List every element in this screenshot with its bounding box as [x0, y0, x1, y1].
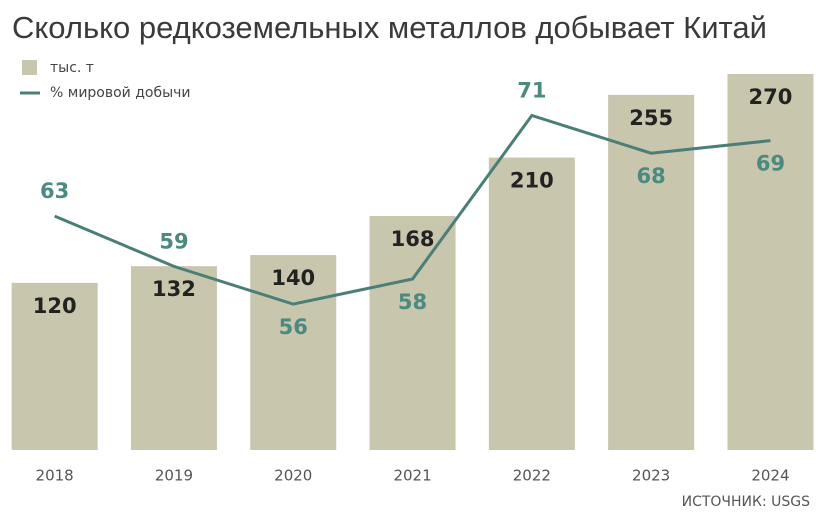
line-value-label: 69: [756, 152, 785, 176]
bar-value-label: 270: [749, 85, 793, 109]
bar: [250, 255, 337, 450]
line-value-label: 59: [159, 229, 188, 253]
source: ИСТОЧНИК: USGS: [682, 494, 811, 510]
bar-value-label: 255: [629, 106, 673, 130]
bar: [608, 94, 695, 450]
x-tick-label: 2020: [274, 467, 312, 485]
x-tick-label: 2023: [632, 467, 670, 485]
bar: [11, 282, 98, 450]
bar-value-label: 140: [271, 266, 315, 290]
legend-label: тыс. т: [50, 60, 94, 76]
x-tick-label: 2024: [751, 467, 789, 485]
bar-value-label: 132: [152, 277, 196, 301]
x-tick-label: 2021: [393, 467, 431, 485]
x-tick-label: 2019: [155, 467, 193, 485]
bar: [369, 216, 456, 450]
bar-value-label: 120: [33, 294, 77, 318]
bar: [488, 157, 575, 451]
line-value-label: 68: [637, 164, 666, 188]
chart-title: Сколько редкоземельных металлов добывает…: [12, 10, 767, 45]
line: [54, 113, 771, 306]
line-value-label: 58: [398, 290, 427, 314]
x-tick-label: 2022: [513, 467, 551, 485]
bar: [727, 74, 814, 450]
line-value-label: 63: [40, 179, 69, 203]
bar-value-label: 210: [510, 169, 554, 193]
bar: [130, 266, 217, 450]
legend-label: % мировой добычи: [50, 85, 191, 101]
x-tick-label: 2018: [36, 467, 74, 485]
line-value-label: 71: [517, 78, 546, 102]
legend-swatch: [22, 60, 37, 75]
bar-value-label: 168: [391, 227, 435, 251]
line-value-label: 56: [279, 315, 308, 339]
